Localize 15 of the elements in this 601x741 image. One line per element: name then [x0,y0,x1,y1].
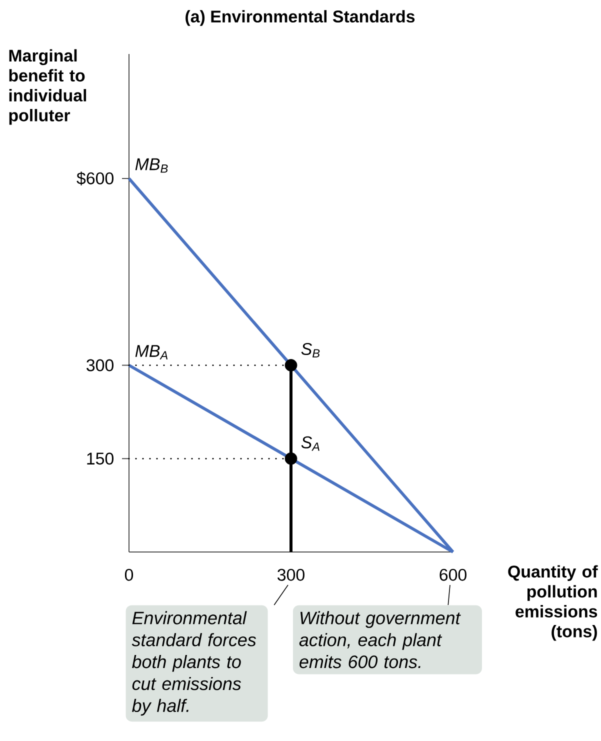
series-label: S$_{B}$ [301,342,320,358]
text: Without government action, each plant emits 600 tons. [299,611,461,668]
series-label: S$_{A}$ [301,436,320,451]
x-tick-label: 300 [278,568,304,581]
y-tick-label: $600 [76,172,114,186]
series-label: MB$_{A}$ [135,345,168,360]
x-axis-title: Quantity of pollution emissions (tons) [508,565,598,641]
x-tick-label: 0 [124,568,134,581]
series-label: MB$_{B}$ [135,158,168,173]
text: Environmental standard forces both plants to cut emissions by half. [132,611,256,716]
chart-title: (a) Environmental Standards [186,10,415,26]
y-tick-label: 300 [86,359,114,372]
x-tick-label: 600 [440,568,466,581]
y-tick-label: 150 [87,452,114,465]
y-axis-title: Marginal benefit to individual polluter [9,49,86,125]
